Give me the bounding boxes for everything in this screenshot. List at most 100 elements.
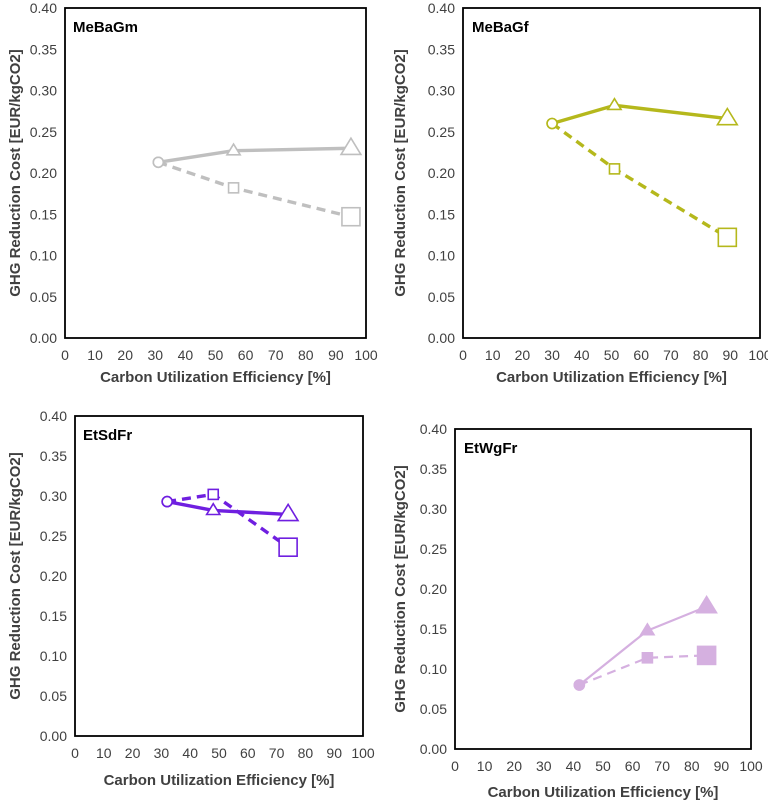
x-tick-label: 50 <box>211 745 227 761</box>
x-axis-label: Carbon Utilization Efficiency [%] <box>496 369 727 386</box>
x-tick-label: 90 <box>328 347 344 363</box>
y-tick-label: 0.10 <box>428 248 455 264</box>
series-line-solid-triangle-path <box>158 146 351 164</box>
x-tick-label: 100 <box>354 347 378 363</box>
data-point-square-large-marker <box>278 537 298 558</box>
x-tick-label: 0 <box>71 745 79 761</box>
x-tick-label: 50 <box>208 347 224 363</box>
y-tick-label: 0.10 <box>420 661 447 677</box>
data-point-triangle-marker <box>606 97 623 111</box>
x-axis-label: Carbon Utilization Efficiency [%] <box>104 772 335 789</box>
y-tick-label: 0.05 <box>420 701 447 717</box>
y-tick-label: 0.25 <box>40 528 67 544</box>
x-tick-label: 20 <box>117 347 133 363</box>
y-tick-label: 0.20 <box>428 165 455 181</box>
y-tick-label: 0.20 <box>40 568 67 584</box>
panel-title: EtWgFr <box>464 440 517 457</box>
data-point-circle-marker <box>152 156 165 169</box>
y-tick-label: 0.05 <box>40 688 67 704</box>
x-tick-label: 90 <box>714 758 730 774</box>
data-point-square-marker <box>227 182 240 194</box>
y-tick-label: 0.00 <box>428 330 455 346</box>
x-tick-label: 80 <box>684 758 700 774</box>
x-tick-label: 80 <box>693 347 709 363</box>
plot-area-frame <box>462 7 761 339</box>
x-tick-label: 60 <box>633 347 649 363</box>
series-line-solid-triangle-path <box>578 605 708 686</box>
x-tick-label: 20 <box>515 347 531 363</box>
y-tick-label: 0.05 <box>30 289 57 305</box>
chart-panel-4: EtWgFr 0.00 0.05 0.10 0.15 0.20 0.25 0.30 0.35 0.… <box>392 421 763 801</box>
y-tick-label: 0.20 <box>420 581 447 597</box>
y-tick-label: 0.25 <box>420 541 447 557</box>
data-point-circle-marker <box>161 495 173 508</box>
x-tick-label: 40 <box>574 347 590 363</box>
y-tick-label: 0.15 <box>420 621 447 637</box>
data-point-square-marker <box>608 163 621 175</box>
x-tick-label: 70 <box>269 745 285 761</box>
data-point-circle-marker <box>546 117 558 130</box>
y-tick-label: 0.30 <box>40 488 67 504</box>
x-tick-label: 20 <box>506 758 522 774</box>
data-point-triangle-large-marker <box>695 595 718 614</box>
x-tick-label: 80 <box>298 745 314 761</box>
y-tick-label: 0.15 <box>428 206 455 222</box>
x-tick-label: 70 <box>663 347 679 363</box>
panel-title: MeBaGf <box>472 19 530 36</box>
x-tick-label: 100 <box>748 347 768 363</box>
series-line-dashed-square-path <box>166 492 290 549</box>
data-point-square-marker <box>641 651 654 664</box>
x-tick-label: 10 <box>96 745 112 761</box>
y-tick-label: 0.15 <box>40 608 67 624</box>
x-tick-label: 90 <box>326 745 342 761</box>
x-tick-label: 40 <box>566 758 582 774</box>
chart-panel-2: MeBaGf 0.00 0.05 0.10 0.15 0.20 0.25 0.30 0.35 0.… <box>392 0 768 386</box>
data-point-triangle-marker <box>205 502 222 516</box>
panel-title: EtSdFr <box>83 427 132 444</box>
data-point-square-large-marker <box>696 645 717 666</box>
y-axis-label: GHG Reduction Cost [EUR/kgCO2] <box>7 49 24 297</box>
x-tick-label: 40 <box>178 347 194 363</box>
x-tick-label: 50 <box>595 758 611 774</box>
plot-area-frame <box>74 415 364 737</box>
x-tick-label: 30 <box>536 758 552 774</box>
y-tick-label: 0.35 <box>30 41 57 57</box>
data-point-square-large-marker <box>717 227 738 248</box>
data-point-triangle-marker <box>225 142 242 156</box>
y-tick-label: 0.05 <box>428 289 455 305</box>
y-tick-label: 0.40 <box>420 421 447 437</box>
data-point-triangle-large-marker <box>716 106 739 126</box>
x-tick-label: 10 <box>477 758 493 774</box>
y-tick-label: 0.40 <box>30 0 57 16</box>
y-tick-label: 0.00 <box>40 728 67 744</box>
x-tick-label: 100 <box>351 745 375 761</box>
plot-area-frame <box>64 7 367 339</box>
y-tick-label: 0.35 <box>428 41 455 57</box>
series-line-dashed-square-path <box>157 160 352 219</box>
x-tick-label: 50 <box>604 347 620 363</box>
x-tick-label: 30 <box>148 347 164 363</box>
y-axis-label: GHG Reduction Cost [EUR/kgCO2] <box>392 49 409 297</box>
series-line-solid-triangle-path <box>551 103 728 126</box>
x-tick-label: 60 <box>625 758 641 774</box>
x-tick-label: 0 <box>451 758 459 774</box>
x-tick-label: 30 <box>544 347 560 363</box>
y-tick-label: 0.20 <box>30 165 57 181</box>
y-tick-label: 0.30 <box>30 83 57 99</box>
x-tick-label: 90 <box>723 347 739 363</box>
series-line-dashed-square-path <box>551 122 729 239</box>
y-tick-label: 0.40 <box>428 0 455 16</box>
y-tick-label: 0.40 <box>40 408 67 424</box>
y-tick-label: 0.15 <box>30 206 57 222</box>
data-point-square-large-marker <box>341 206 361 227</box>
y-axis-label: GHG Reduction Cost [EUR/kgCO2] <box>392 465 409 713</box>
y-tick-label: 0.00 <box>30 330 57 346</box>
y-tick-label: 0.25 <box>428 124 455 140</box>
y-tick-label: 0.30 <box>428 83 455 99</box>
data-point-triangle-marker <box>639 622 656 636</box>
x-tick-label: 60 <box>240 745 256 761</box>
y-tick-label: 0.30 <box>420 501 447 517</box>
chart-panel-1: MeBaGm 0.00 0.05 0.10 0.15 0.20 0.25 0.30 0.35 0.… <box>7 0 378 386</box>
x-tick-label: 20 <box>125 745 141 761</box>
